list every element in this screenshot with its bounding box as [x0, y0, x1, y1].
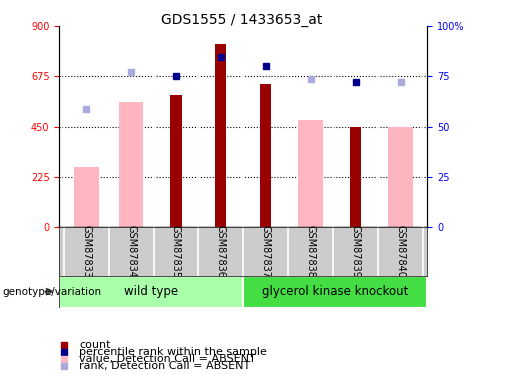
- Text: value, Detection Call = ABSENT: value, Detection Call = ABSENT: [79, 354, 255, 364]
- Text: count: count: [79, 340, 110, 350]
- Text: GDS1555 / 1433653_at: GDS1555 / 1433653_at: [161, 13, 323, 27]
- Bar: [119, 102, 143, 227]
- Bar: [215, 44, 227, 227]
- Text: GSM87836: GSM87836: [216, 225, 226, 278]
- Text: GSM87835: GSM87835: [171, 225, 181, 278]
- Bar: [350, 127, 361, 227]
- Text: GSM87834: GSM87834: [126, 225, 136, 278]
- Bar: [388, 127, 413, 227]
- Text: wild type: wild type: [124, 285, 178, 298]
- Text: genotype/variation: genotype/variation: [3, 286, 101, 297]
- Text: GSM87833: GSM87833: [81, 225, 91, 278]
- Text: GSM87838: GSM87838: [306, 225, 316, 278]
- Bar: [74, 166, 98, 227]
- Bar: [59, 276, 243, 308]
- Text: percentile rank within the sample: percentile rank within the sample: [79, 347, 267, 357]
- Text: GSM87837: GSM87837: [261, 225, 271, 278]
- Text: rank, Detection Call = ABSENT: rank, Detection Call = ABSENT: [79, 361, 250, 371]
- Bar: [260, 84, 271, 227]
- Bar: [170, 95, 181, 227]
- Text: glycerol kinase knockout: glycerol kinase knockout: [262, 285, 408, 298]
- Bar: [298, 120, 323, 227]
- Text: GSM87839: GSM87839: [351, 225, 360, 278]
- Bar: [243, 276, 427, 308]
- Text: GSM87840: GSM87840: [396, 225, 405, 278]
